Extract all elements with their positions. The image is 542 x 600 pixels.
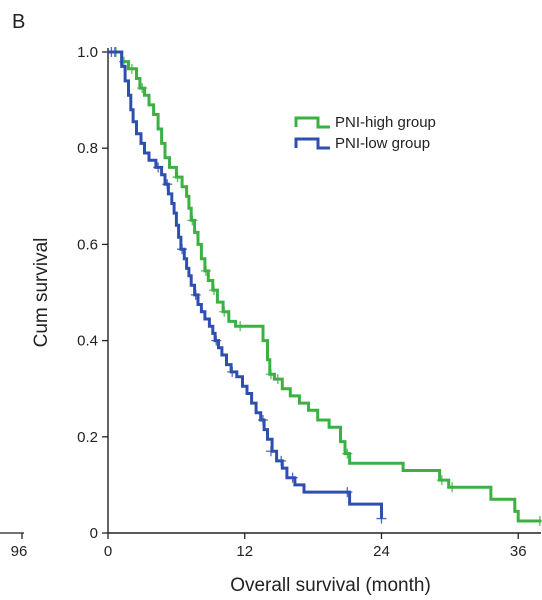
y-tick-label: 0.6 <box>77 236 98 253</box>
censor-mark <box>376 513 387 524</box>
legend-label-low: PNI-low group <box>335 135 430 152</box>
censor-mark <box>342 448 353 459</box>
legend-label-high: PNI-high group <box>335 114 436 131</box>
legend-symbol-high <box>294 116 330 129</box>
y-axis-label: Cum survival <box>31 238 52 348</box>
censor-mark <box>276 455 287 466</box>
censor-mark <box>208 285 219 296</box>
censor-mark <box>534 515 542 526</box>
legend: PNI-high group PNI-low group <box>294 114 436 152</box>
censor-mark <box>172 172 183 183</box>
censor-mark <box>235 321 246 332</box>
y-tick-label: 0.2 <box>77 429 98 446</box>
series-layer <box>106 47 542 526</box>
censor-mark <box>109 47 120 57</box>
censor-mark <box>187 215 198 226</box>
axes <box>107 48 541 534</box>
legend-item-low: PNI-low group <box>294 135 430 152</box>
x-tick-label: 12 <box>236 543 253 560</box>
censor-mark <box>219 306 230 317</box>
censor-mark <box>153 162 164 173</box>
censor-mark <box>265 369 276 380</box>
censor-mark <box>272 374 283 385</box>
censor-mark <box>200 265 211 276</box>
censor-mark <box>287 472 298 483</box>
y-tick-label: 0 <box>90 525 98 542</box>
censor-mark <box>227 366 238 377</box>
censor-mark <box>257 414 268 425</box>
legend-item-high: PNI-high group <box>294 114 436 131</box>
x-tick-label: 0 <box>104 543 112 560</box>
censor-mark <box>211 335 222 346</box>
legend-symbol-low <box>294 137 330 150</box>
censor-mark <box>342 487 353 498</box>
x-ticks: 0 12 24 36 <box>104 533 527 560</box>
y-ticks: 0 0.2 0.4 0.6 0.8 1.0 <box>77 44 108 542</box>
censor-mark <box>177 244 188 255</box>
censor-mark <box>162 179 173 190</box>
censor-mark <box>137 83 148 94</box>
y-tick-label: 0.4 <box>77 333 98 350</box>
x-tick-label: 36 <box>510 543 527 560</box>
panel-label: B <box>12 11 25 33</box>
censor-mark <box>436 475 447 486</box>
censor-mark <box>190 289 201 300</box>
y-tick-label: 0.8 <box>77 140 98 157</box>
x-axis-label: Overall survival (month) <box>230 575 431 596</box>
y-tick-label: 1.0 <box>77 44 98 61</box>
series-line-0 <box>108 50 541 523</box>
x-tick-label: 24 <box>373 543 390 560</box>
neighbor-tick-label: 96 <box>11 543 28 560</box>
censor-mark <box>447 482 458 493</box>
series-line-1 <box>108 50 383 519</box>
censor-mark <box>265 446 276 457</box>
censor-mark <box>126 63 137 74</box>
